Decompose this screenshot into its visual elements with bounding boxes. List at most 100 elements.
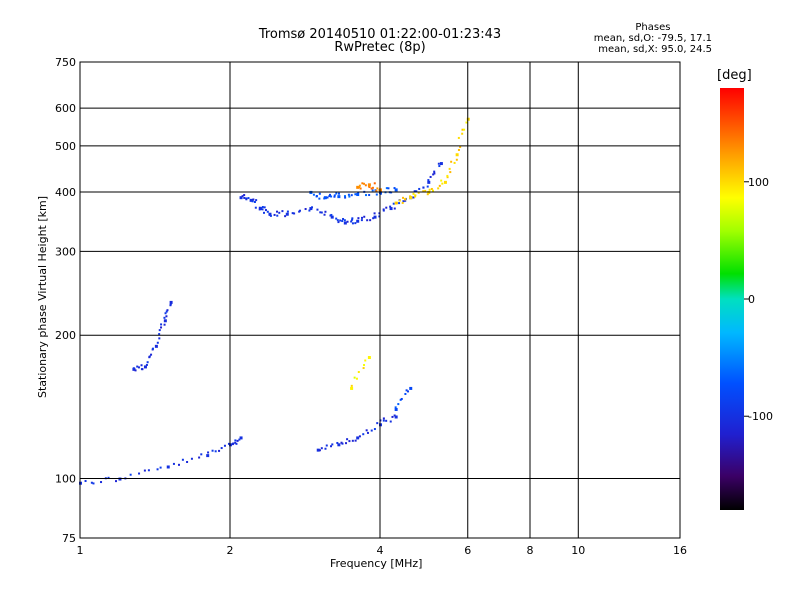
data-point	[160, 326, 163, 329]
data-point	[413, 190, 416, 193]
data-point	[100, 481, 103, 484]
data-point	[395, 202, 398, 205]
data-point	[361, 216, 364, 219]
colorbar-ticks: 100 0 -100	[744, 176, 773, 423]
y-tick-label: 100	[55, 473, 76, 486]
data-point	[156, 468, 159, 471]
x-axis-ticks: 1 2 4 6 8 10 16	[77, 544, 688, 557]
data-point	[363, 182, 366, 185]
data-point	[236, 439, 239, 442]
data-point	[357, 371, 360, 374]
data-point	[264, 209, 267, 212]
data-point	[354, 193, 357, 196]
data-point	[373, 428, 376, 431]
data-point	[336, 441, 339, 444]
data-point	[373, 212, 376, 215]
data-point	[368, 194, 371, 197]
data-point	[371, 189, 374, 192]
data-point	[311, 206, 314, 209]
data-point	[299, 209, 302, 212]
data-point	[336, 219, 339, 222]
data-point	[339, 219, 342, 222]
data-point	[273, 213, 276, 216]
data-point	[359, 187, 362, 190]
data-point	[132, 367, 136, 371]
data-point	[341, 220, 344, 223]
data-point	[147, 469, 150, 472]
data-point	[393, 207, 396, 210]
data-point	[363, 364, 366, 367]
data-point	[392, 202, 395, 205]
data-point	[358, 435, 361, 438]
data-point	[132, 367, 135, 370]
data-point	[362, 367, 365, 370]
data-point	[158, 329, 161, 332]
data-point	[145, 363, 148, 366]
data-point	[234, 441, 237, 444]
plot-frame	[79, 61, 681, 539]
data-point	[418, 187, 421, 190]
data-point	[428, 188, 431, 191]
data-point	[362, 433, 365, 436]
data-point	[351, 217, 354, 220]
data-point	[346, 438, 349, 441]
data-point	[401, 201, 404, 204]
data-point	[372, 217, 375, 220]
data-point	[370, 187, 373, 190]
y-tick-label: 750	[55, 56, 76, 69]
data-point	[461, 128, 464, 131]
data-point	[426, 193, 429, 196]
data-point	[337, 195, 341, 199]
data-point	[309, 207, 313, 211]
data-point	[351, 222, 354, 225]
data-point	[320, 211, 323, 214]
data-point	[369, 219, 372, 222]
colorbar	[720, 88, 744, 510]
data-point	[211, 449, 214, 452]
y-tick-label: 500	[55, 140, 76, 153]
data-point	[350, 194, 353, 197]
data-point	[138, 472, 141, 475]
data-point	[347, 193, 350, 196]
data-point	[427, 180, 431, 184]
data-point	[319, 211, 322, 214]
data-point	[330, 195, 333, 198]
data-point	[415, 190, 418, 193]
data-point	[399, 398, 402, 401]
data-point	[459, 145, 462, 148]
data-point	[360, 219, 363, 222]
data-point	[323, 213, 326, 216]
data-point	[318, 197, 321, 200]
data-point	[412, 196, 415, 199]
data-point	[316, 208, 319, 211]
data-point	[254, 206, 257, 209]
y-tick-label: 300	[55, 245, 76, 258]
data-point	[414, 194, 417, 197]
data-point	[407, 390, 410, 393]
data-point	[337, 443, 341, 447]
data-point	[234, 439, 237, 442]
data-point	[146, 361, 149, 364]
data-point	[376, 187, 379, 190]
data-point	[389, 207, 393, 211]
data-point	[354, 439, 357, 442]
data-point	[238, 438, 241, 441]
data-point	[148, 356, 151, 359]
data-point	[437, 187, 440, 190]
data-point	[448, 167, 451, 170]
data-point	[367, 356, 371, 360]
scatter-points	[79, 117, 470, 485]
data-point	[385, 206, 388, 209]
data-point	[243, 196, 246, 199]
data-point	[328, 193, 331, 196]
y-axis-ticks: 75 100 200 300 400 500 600 750	[55, 56, 76, 545]
data-point	[320, 447, 323, 450]
data-point	[344, 196, 347, 199]
data-point	[214, 450, 217, 453]
data-point	[350, 220, 353, 223]
data-point	[253, 200, 256, 203]
data-point	[441, 182, 444, 185]
data-point	[356, 436, 360, 440]
data-point	[207, 451, 210, 454]
data-point	[457, 148, 460, 151]
